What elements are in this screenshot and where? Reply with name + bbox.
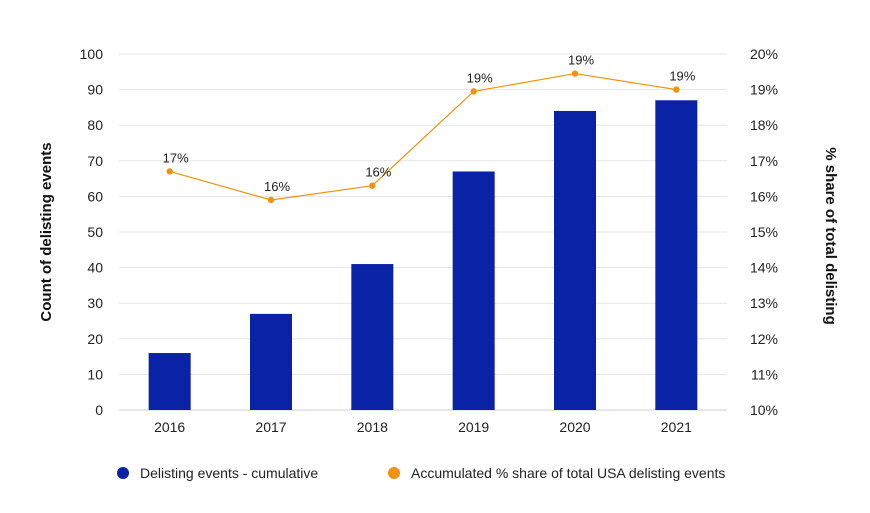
x-axis-ticks: 2016 2017 2018 2019 2020 2021 — [154, 419, 692, 435]
gridlines — [119, 53, 727, 411]
line-point — [571, 70, 579, 77]
line-point — [267, 196, 275, 204]
line-point — [470, 88, 477, 95]
x-tick-label: 2016 — [154, 419, 185, 435]
y2-tick-label: 15% — [750, 224, 778, 240]
data-label: 17% — [163, 150, 189, 165]
y-tick-label: 10 — [87, 366, 103, 382]
bar — [554, 110, 596, 411]
data-label: 19% — [669, 69, 695, 84]
y-tick-label: 40 — [87, 260, 103, 276]
data-label: 16% — [264, 179, 290, 194]
y-tick-label: 50 — [87, 224, 103, 240]
bar — [351, 264, 394, 410]
y-tick-label: 0 — [95, 402, 103, 418]
y-tick-label: 80 — [87, 117, 103, 133]
y2-tick-label: 20% — [750, 46, 778, 62]
data-label: 19% — [467, 70, 493, 85]
legend-line-marker — [388, 467, 400, 479]
y2-axis-title: % share of total delisting — [822, 147, 839, 325]
x-tick-label: 2017 — [255, 419, 286, 435]
line-point — [673, 86, 680, 93]
y2-tick-label: 11% — [751, 366, 778, 382]
y2-tick-label: 14% — [750, 260, 778, 276]
bar — [250, 313, 292, 410]
y-tick-label: 100 — [80, 46, 104, 62]
legend: Delisting events - cumulative Accumulate… — [117, 465, 725, 481]
bar — [148, 353, 191, 410]
legend-bar-label: Delisting events - cumulative — [140, 465, 318, 481]
y2-tick-label: 19% — [750, 82, 778, 98]
y2-tick-label: 18% — [750, 117, 778, 133]
data-label: 19% — [568, 53, 594, 68]
data-label: 16% — [365, 165, 391, 180]
y2-tick-label: 17% — [750, 153, 778, 169]
bar-series — [148, 100, 698, 411]
line-point — [369, 182, 376, 189]
x-tick-label: 2018 — [357, 419, 388, 435]
legend-bar-marker — [117, 467, 129, 479]
bar — [655, 100, 698, 410]
y-tick-label: 70 — [87, 153, 103, 169]
y2-tick-label: 10% — [750, 402, 778, 418]
legend-line-label: Accumulated % share of total USA delisti… — [411, 465, 725, 481]
y2-tick-label: 13% — [750, 295, 778, 311]
line-series: 17% 16% 16% 19% 19% 19% — [163, 53, 696, 204]
y-tick-label: 20 — [87, 331, 103, 347]
y2-tick-label: 16% — [750, 188, 778, 204]
y-tick-label: 60 — [87, 188, 103, 204]
line-point — [166, 168, 173, 175]
y-tick-label: 30 — [87, 295, 103, 311]
y-tick-label: 90 — [87, 82, 103, 98]
y2-tick-label: 12% — [750, 331, 778, 347]
bar — [452, 171, 495, 410]
line-path — [169, 72, 677, 201]
right-axis-ticks: 10% 11% 12% 13% 14% 15% 16% 17% 18% 19% 20% — [750, 46, 778, 418]
left-axis-ticks: 0 10 20 30 40 50 60 70 80 90 100 — [80, 46, 104, 418]
y-axis-title: Count of delisting events — [38, 142, 55, 321]
x-tick-label: 2020 — [559, 419, 590, 435]
x-tick-label: 2021 — [661, 419, 692, 435]
x-tick-label: 2019 — [458, 419, 489, 435]
